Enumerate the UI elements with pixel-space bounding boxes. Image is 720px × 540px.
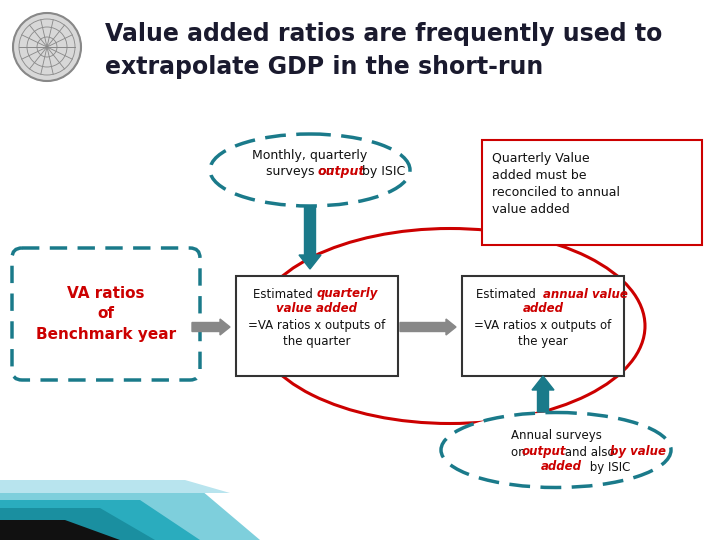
Text: and also: and also	[561, 446, 618, 458]
Text: added: added	[541, 461, 582, 474]
Circle shape	[13, 13, 81, 81]
FancyArrow shape	[532, 376, 554, 412]
Polygon shape	[0, 520, 120, 540]
FancyBboxPatch shape	[462, 276, 624, 376]
FancyArrow shape	[299, 207, 321, 269]
Text: the year: the year	[518, 335, 568, 348]
Text: by ISIC: by ISIC	[586, 461, 631, 474]
Polygon shape	[0, 500, 200, 540]
Text: quarterly: quarterly	[317, 287, 379, 300]
Text: the quarter: the quarter	[283, 335, 351, 348]
Text: =VA ratios x outputs of: =VA ratios x outputs of	[474, 320, 611, 333]
Text: Estimated: Estimated	[476, 287, 543, 300]
Text: annual value: annual value	[543, 287, 628, 300]
Polygon shape	[0, 508, 155, 540]
Ellipse shape	[210, 134, 410, 206]
Ellipse shape	[441, 413, 671, 488]
Text: output: output	[318, 165, 365, 179]
Text: on: on	[511, 446, 529, 458]
Text: output: output	[522, 446, 567, 458]
Polygon shape	[0, 480, 230, 493]
Text: added: added	[523, 302, 564, 315]
Text: Value added ratios are frequently used to: Value added ratios are frequently used t…	[105, 22, 662, 46]
Text: =VA ratios x outputs of: =VA ratios x outputs of	[248, 320, 386, 333]
FancyArrow shape	[192, 319, 230, 335]
Text: by value: by value	[610, 446, 666, 458]
FancyBboxPatch shape	[12, 248, 200, 380]
Text: Estimated: Estimated	[253, 287, 317, 300]
Text: Quarterly Value
added must be
reconciled to annual
value added: Quarterly Value added must be reconciled…	[492, 152, 620, 216]
Polygon shape	[0, 485, 260, 540]
Text: VA ratios
of
Benchmark year: VA ratios of Benchmark year	[36, 286, 176, 342]
Text: Monthly, quarterly: Monthly, quarterly	[253, 148, 368, 161]
Text: surveys on: surveys on	[266, 165, 338, 179]
FancyArrow shape	[400, 319, 456, 335]
Text: by ISIC: by ISIC	[358, 165, 405, 179]
FancyBboxPatch shape	[236, 276, 398, 376]
Text: extrapolate GDP in the short-run: extrapolate GDP in the short-run	[105, 55, 544, 79]
Text: Annual surveys: Annual surveys	[510, 429, 601, 442]
Text: value added: value added	[276, 302, 358, 315]
FancyBboxPatch shape	[482, 140, 702, 245]
